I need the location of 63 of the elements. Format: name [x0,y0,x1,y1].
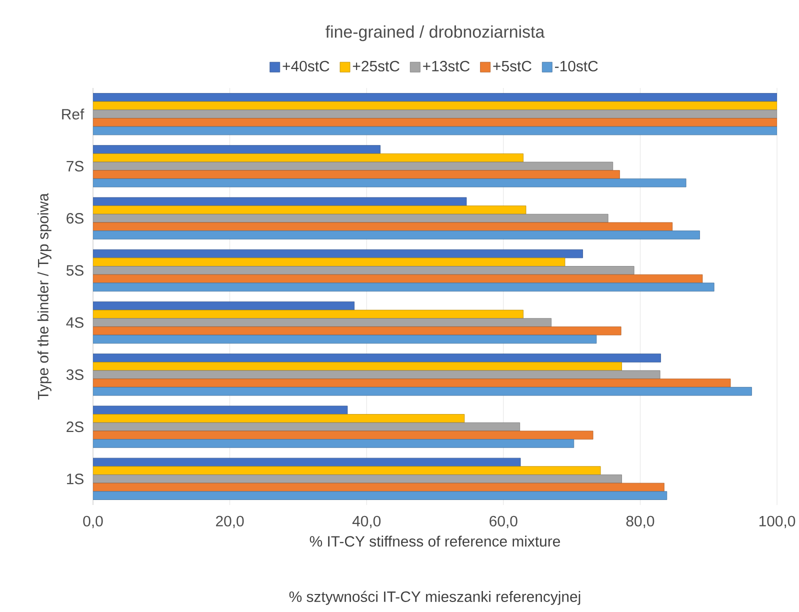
text: % sztywności IT-CY mieszanki referencyjnej [289,590,580,605]
bar [93,258,566,266]
y-tick-label: 5S [66,265,84,276]
bar [93,118,778,127]
bar [93,93,778,102]
bar [93,430,594,440]
bar [93,386,752,396]
x-tick-label: 80,0 [626,516,654,528]
legend-label: +13stC [423,60,470,72]
bar [93,414,465,423]
bar [93,266,634,275]
y-tick-label: 1S [67,474,84,484]
bar [93,249,583,258]
bar [93,406,348,414]
bar [93,474,622,484]
bar [93,422,520,432]
legend-label: +40stC [282,60,330,72]
x-tick-label: 60,0 [490,516,518,528]
y-axis-title: Type of the binder / Typ spoiwa [37,193,52,400]
bar [93,153,524,162]
bar [93,282,714,292]
bar [93,318,552,327]
bar [93,206,526,214]
bar [93,302,354,310]
bar [93,491,668,500]
bar [93,378,731,388]
x-tick-label: 0,0 [83,516,103,528]
x-axis-title: % IT-CY stiffness of reference mixture [310,536,560,547]
bar [93,362,622,371]
y-tick-label: 4S [66,317,84,328]
x-tick-label: 100,0 [759,516,796,528]
y-tick-label: 3S [66,369,84,380]
bar [93,101,778,110]
y-tick-label: 7S [66,160,84,172]
chart-title: fine-grained / drobnoziarnista [326,25,545,42]
bar [93,354,661,362]
bar [93,439,574,448]
bar [93,458,521,467]
bar [93,274,703,284]
bar [93,162,614,171]
y-tick-label: Ref [62,108,84,120]
legend-label: -10stC [555,60,598,72]
bar [93,310,524,319]
bar [93,197,467,206]
y-tick-label: 2S [66,422,84,432]
bar [93,214,608,223]
legend-label: +5stC [493,60,532,72]
bar [93,170,620,179]
legend-label: +25stC [352,60,400,72]
x-tick-label: 40,0 [352,516,381,528]
bar [93,482,664,492]
bar [93,334,597,344]
bar [93,222,673,232]
bar [93,110,778,118]
bar [93,466,601,475]
bar [93,230,700,240]
bar [93,145,380,154]
x-tick-label: 20,0 [216,516,244,528]
bar [93,326,622,336]
bar [93,370,660,380]
y-tick-label: 6S [66,213,84,224]
bar [93,126,778,136]
bar [93,178,686,188]
